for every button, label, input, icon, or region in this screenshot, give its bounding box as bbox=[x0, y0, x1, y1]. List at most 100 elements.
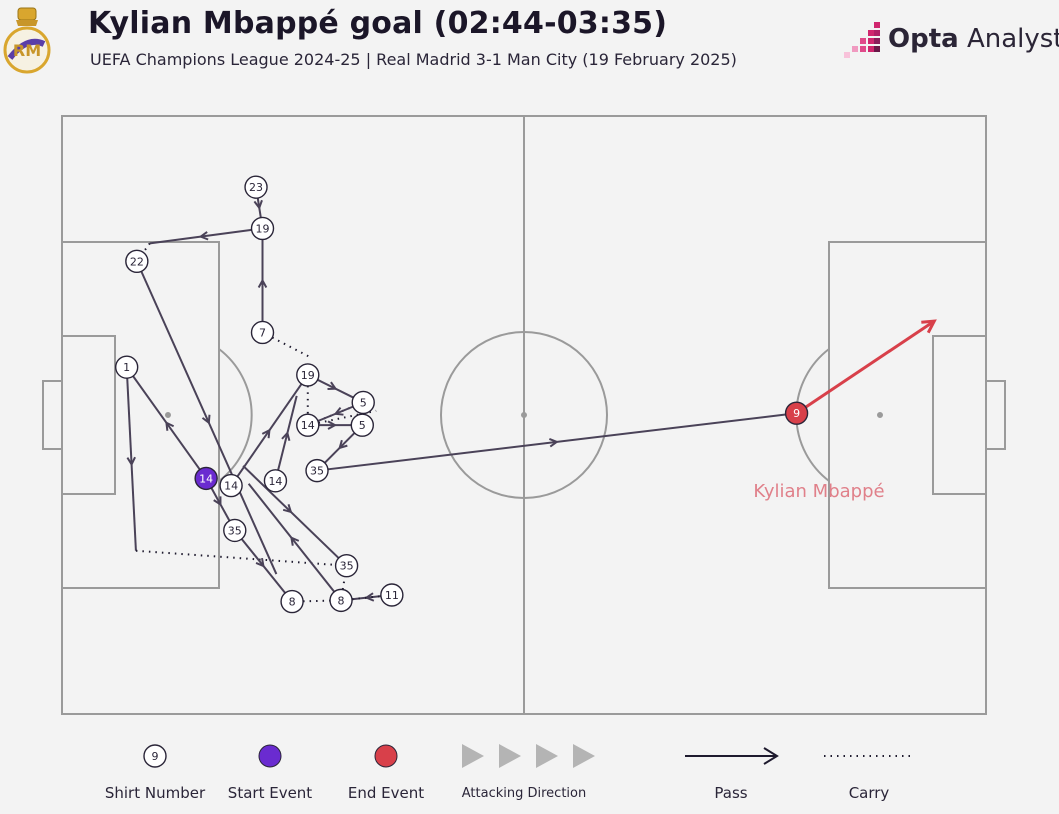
carry-line bbox=[271, 336, 310, 358]
legend: 9 bbox=[143, 744, 914, 768]
shot-arrow bbox=[804, 319, 936, 409]
shirt-number-label: 14 bbox=[199, 472, 213, 485]
opta-analyst-logo: Opta Analyst bbox=[842, 20, 1059, 62]
shirt-number-label: 14 bbox=[301, 419, 315, 432]
shot-arrowhead-icon bbox=[921, 319, 937, 334]
legend-shirt-example: 9 bbox=[152, 750, 159, 763]
player-marker bbox=[296, 363, 320, 387]
direction-triangle-icon bbox=[499, 744, 521, 768]
legend-label-carry: Carry bbox=[848, 784, 890, 802]
shirt-number-label: 11 bbox=[385, 589, 399, 602]
legend-label-shirt-number: Shirt Number bbox=[104, 784, 206, 802]
pitch-markings bbox=[42, 115, 1006, 715]
direction-triangle-icon bbox=[536, 744, 558, 768]
pass-arrowhead-icon bbox=[257, 278, 268, 288]
shirt-number-label: 19 bbox=[256, 222, 270, 235]
pass-arrowhead-icon bbox=[549, 438, 559, 448]
right-penalty-area bbox=[828, 241, 987, 589]
pass-arrowhead-icon bbox=[327, 420, 338, 430]
carry-line bbox=[142, 242, 151, 253]
scorer-label: Kylian Mbappé bbox=[753, 481, 884, 502]
events-layer bbox=[126, 197, 937, 603]
shirt-number-label: 14 bbox=[268, 475, 282, 488]
carry-line bbox=[135, 549, 336, 566]
legend-label-end-event: End Event bbox=[347, 784, 425, 802]
pass-arrowhead-icon bbox=[327, 381, 338, 391]
player-marker bbox=[329, 588, 353, 613]
legend-label-start-event: Start Event bbox=[227, 784, 313, 802]
pass-arrowhead-icon bbox=[281, 430, 291, 441]
left-penalty-arc bbox=[218, 348, 253, 482]
player-marker bbox=[350, 413, 374, 437]
real-madrid-crest-icon: RM bbox=[3, 7, 51, 74]
shirt-number-label: 1 bbox=[123, 361, 130, 374]
pass-arrowhead-icon bbox=[201, 414, 211, 425]
player-marker bbox=[296, 413, 320, 437]
player-marker bbox=[305, 458, 329, 483]
pass-arrowhead-icon bbox=[213, 496, 222, 507]
pass-arrowhead-icon bbox=[364, 592, 375, 602]
shirt-number-label: 9 bbox=[793, 407, 800, 420]
legend-start-marker bbox=[258, 744, 282, 768]
player-marker bbox=[334, 553, 359, 578]
pass-arrowhead-icon bbox=[126, 456, 136, 467]
shirt-number-label: 35 bbox=[340, 560, 354, 573]
centre-circle bbox=[440, 331, 608, 499]
player-marker bbox=[250, 320, 275, 345]
player-marker bbox=[263, 469, 288, 493]
shirt-number-label: 22 bbox=[130, 255, 144, 268]
legend-pass-arrowhead-icon bbox=[763, 747, 779, 765]
legend-shirt-marker bbox=[143, 744, 167, 768]
shirt-number-label: 8 bbox=[289, 596, 296, 609]
right-goal bbox=[985, 380, 1006, 450]
shirt-number-label: 35 bbox=[310, 465, 324, 478]
players-layer: 23 19 22 7 1 19 5 14 5 35 14 14 14 35 35 11 8 8 9 bbox=[114, 175, 809, 614]
carry-line bbox=[303, 599, 331, 603]
right-six-yard-box bbox=[932, 335, 987, 495]
player-marker bbox=[223, 518, 247, 543]
legend-label-pass: Pass bbox=[714, 784, 748, 802]
left-penalty-area bbox=[61, 241, 220, 589]
left-penalty-spot bbox=[165, 412, 171, 418]
direction-triangle-icon bbox=[573, 744, 595, 768]
brand-bold: Opta bbox=[888, 24, 959, 54]
pass-arrowhead-icon bbox=[261, 428, 271, 439]
left-six-yard-box bbox=[61, 335, 116, 495]
player-marker bbox=[114, 355, 139, 379]
shirt-number-label: 14 bbox=[224, 480, 238, 493]
shirt-number-label: 5 bbox=[359, 419, 366, 432]
pass-arrowhead-icon bbox=[198, 231, 209, 241]
legend-end-marker bbox=[374, 744, 398, 768]
opta-pixel-logo-icon bbox=[844, 22, 880, 58]
page-title: Kylian Mbappé goal (02:44-03:35) bbox=[88, 6, 668, 41]
right-penalty-spot bbox=[877, 412, 883, 418]
shirt-number-label: 5 bbox=[360, 396, 367, 409]
shirt-number-label: 23 bbox=[249, 181, 263, 194]
end-event-marker bbox=[784, 401, 809, 425]
player-marker bbox=[219, 473, 243, 498]
player-marker bbox=[280, 589, 304, 614]
shirt-number-label: 35 bbox=[228, 524, 242, 537]
pass-arrowhead-icon bbox=[338, 439, 348, 450]
player-marker bbox=[244, 175, 268, 199]
player-marker bbox=[380, 583, 404, 607]
shirt-number-label: 7 bbox=[259, 326, 266, 339]
player-marker bbox=[250, 216, 275, 241]
centre-spot bbox=[521, 412, 527, 418]
direction-triangle-icon bbox=[462, 744, 484, 768]
page-subtitle: UEFA Champions League 2024-25 | Real Mad… bbox=[90, 50, 737, 69]
pass-arrowhead-icon bbox=[165, 421, 175, 431]
player-marker bbox=[351, 390, 375, 415]
pass-arrowhead-icon bbox=[282, 504, 293, 514]
pass-arrowhead-icon bbox=[255, 557, 265, 568]
svg-text:RM: RM bbox=[13, 41, 41, 60]
pass-arrowhead-icon bbox=[333, 406, 344, 416]
carry-line bbox=[341, 576, 346, 590]
pass-arrowhead-icon bbox=[253, 199, 263, 210]
shirt-number-label: 8 bbox=[338, 594, 345, 607]
shirt-number-label: 19 bbox=[301, 369, 315, 382]
legend-label-attacking-direction: Attacking Direction bbox=[461, 786, 587, 801]
pass-arrowhead-icon bbox=[290, 536, 300, 546]
player-marker bbox=[125, 249, 149, 274]
